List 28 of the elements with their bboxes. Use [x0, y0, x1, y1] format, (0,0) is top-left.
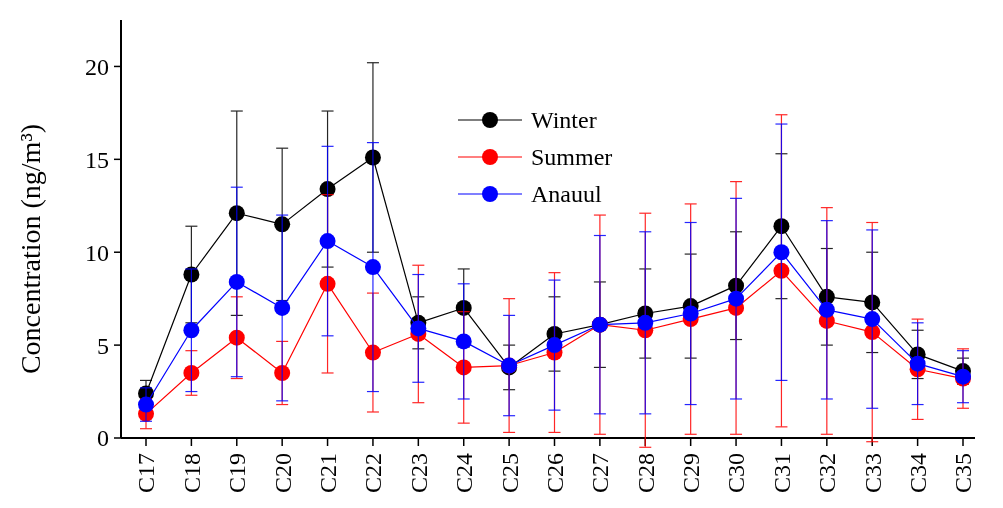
x-tick-label: C19: [224, 453, 251, 494]
legend-label: Winter: [531, 107, 597, 134]
x-tick-label: C23: [405, 453, 432, 494]
x-tick-label: C21: [314, 453, 341, 494]
x-tick-label: C27: [587, 453, 614, 494]
x-tick-label: C18: [178, 453, 205, 494]
x-tick-label: C33: [859, 453, 886, 494]
y-tick-label: 20: [85, 53, 109, 80]
y-tick-label: 15: [85, 146, 109, 173]
x-tick-label: C31: [768, 453, 795, 494]
x-tick-label: C26: [541, 453, 568, 494]
x-tick-label: C24: [451, 453, 478, 494]
x-tick-label: C28: [632, 453, 659, 494]
y-axis-title: Concentration (ng/m³): [15, 123, 46, 375]
x-tick-label: C32: [814, 453, 841, 494]
x-tick-label: C25: [496, 453, 523, 494]
x-tick-label: C29: [678, 453, 705, 494]
legend-label: Summer: [531, 144, 613, 171]
y-tick-label: 10: [85, 239, 109, 266]
x-tick-label: C35: [950, 453, 977, 494]
x-tick-label: C34: [905, 453, 932, 494]
x-tick-label: C20: [269, 453, 296, 494]
legend-label: Anauul: [531, 181, 602, 208]
y-tick-label: 0: [97, 425, 109, 452]
x-tick-label: C30: [723, 453, 750, 494]
x-tick-label: C22: [360, 453, 387, 494]
y-tick-label: 5: [97, 332, 109, 359]
x-tick-label: C17: [133, 453, 160, 494]
